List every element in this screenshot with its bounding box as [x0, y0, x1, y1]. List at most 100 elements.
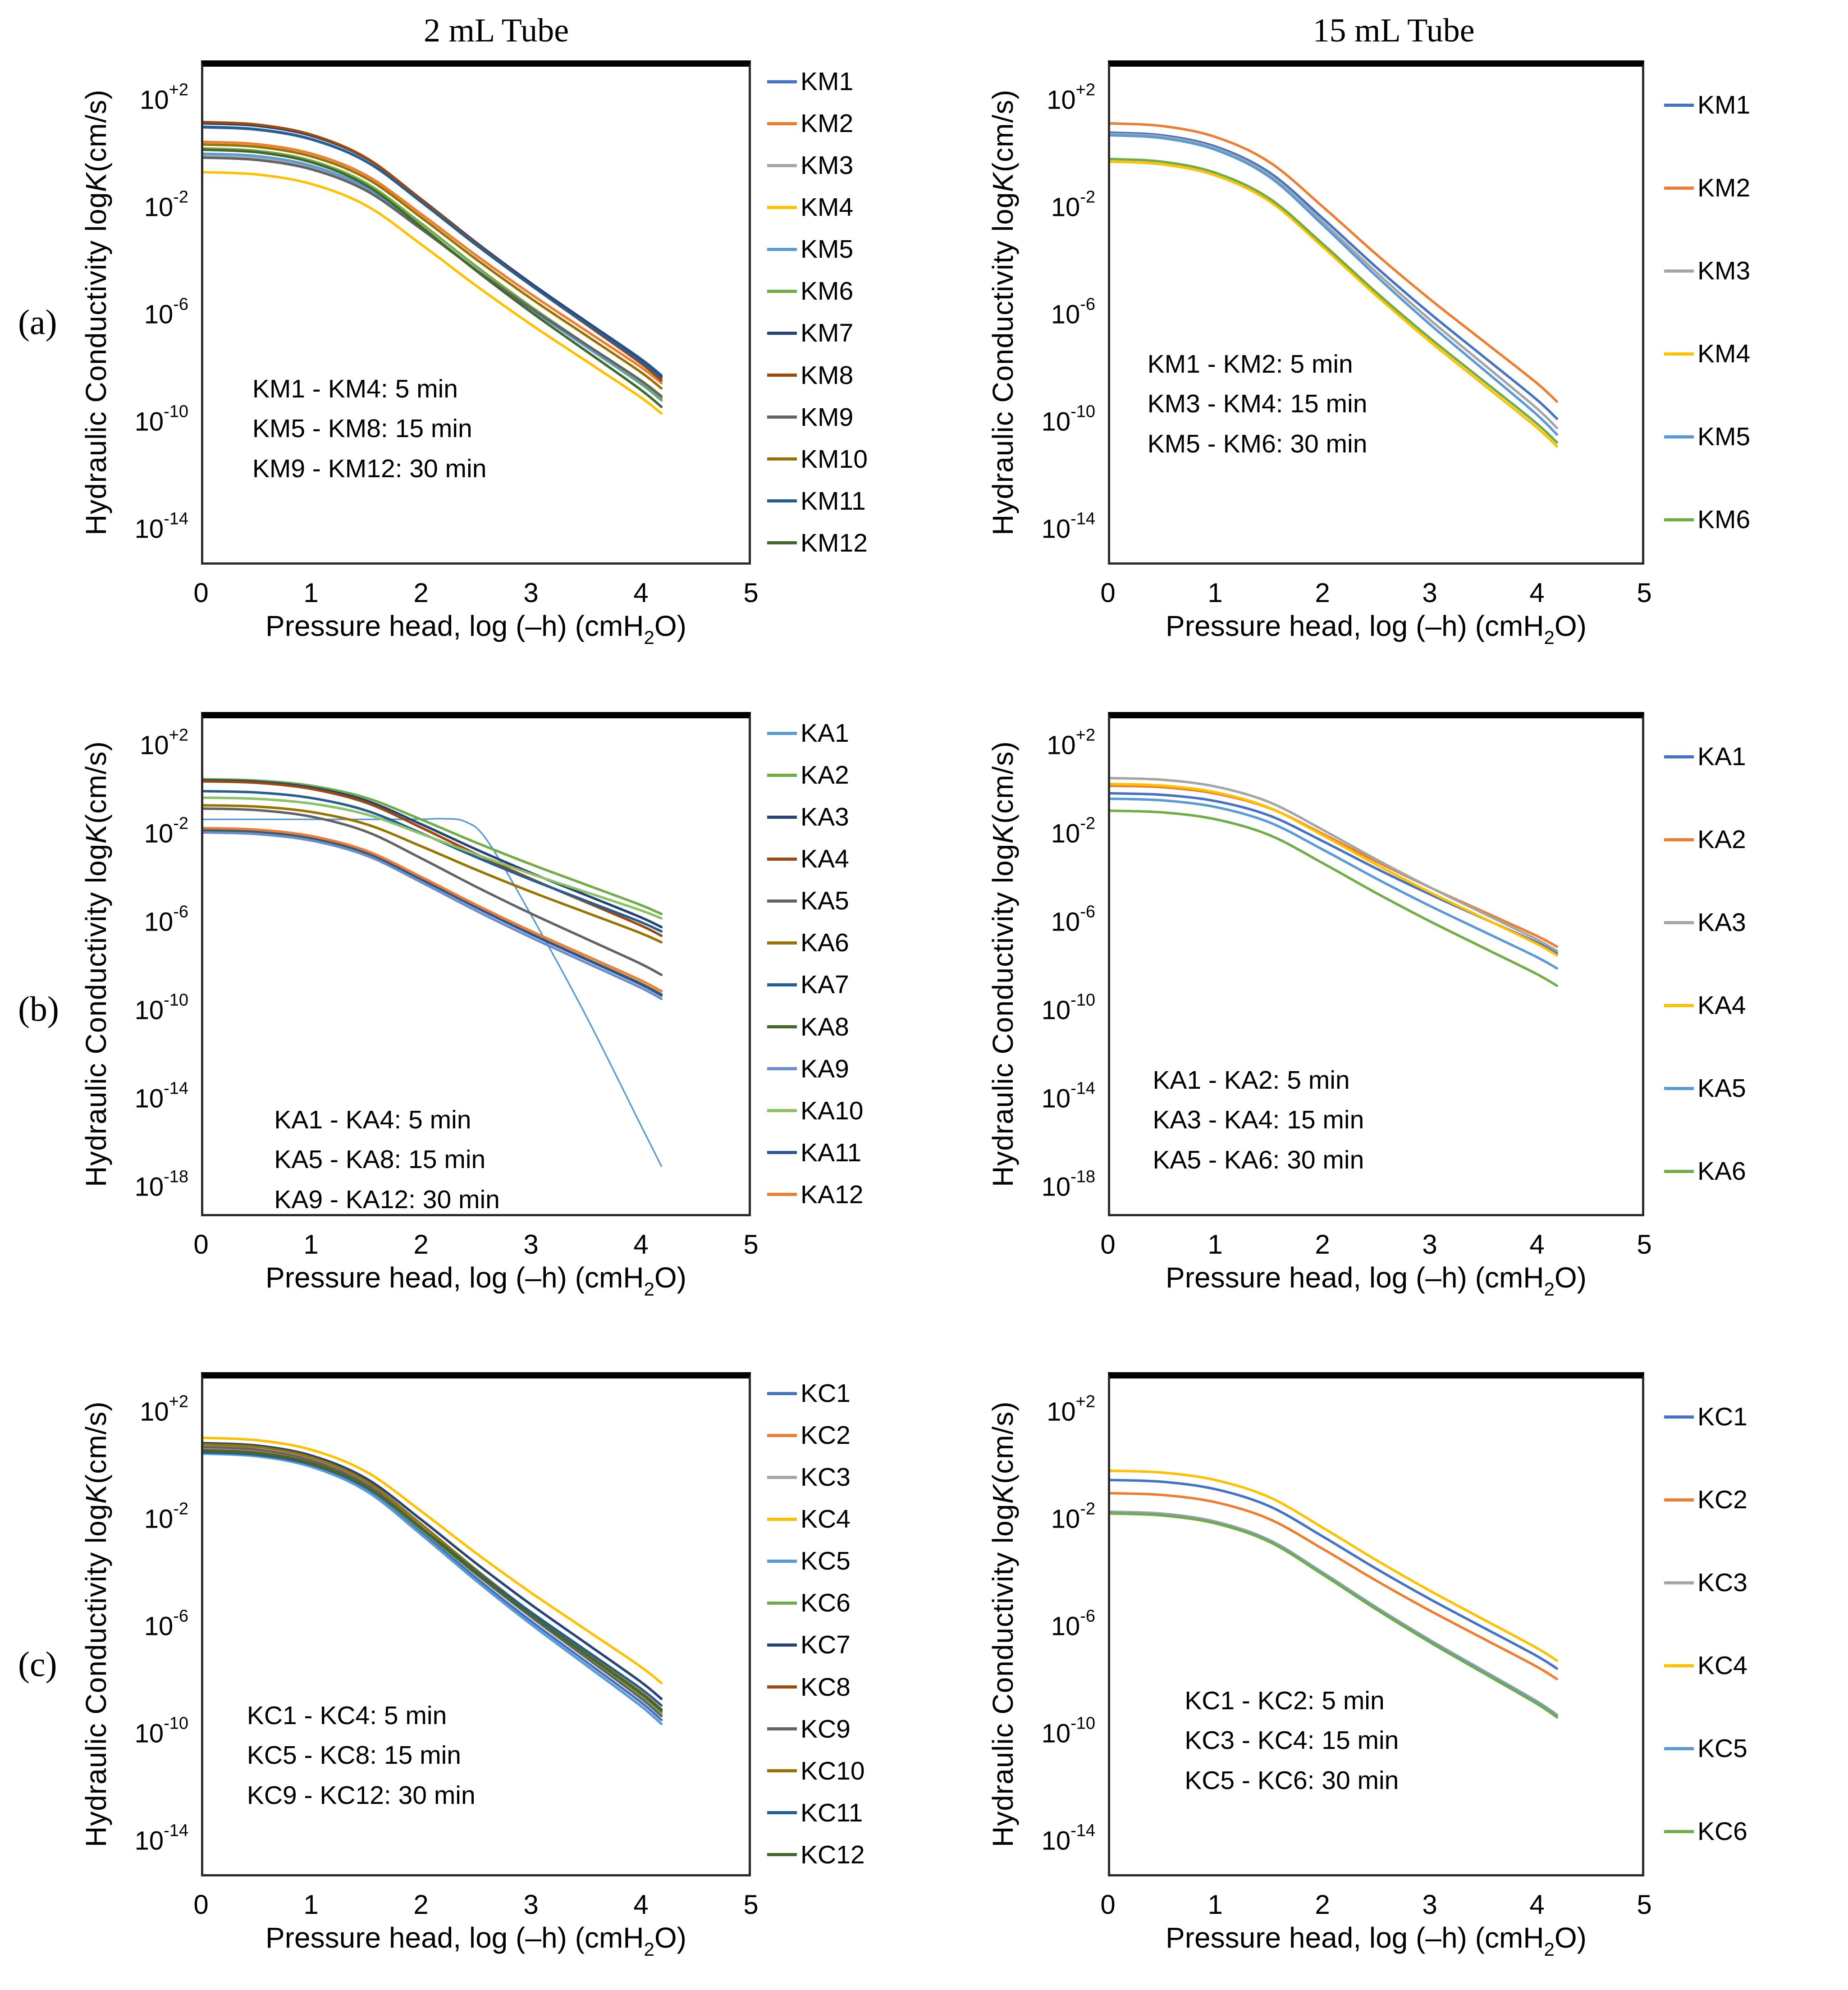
legend-item-KA5: KA5 [767, 886, 916, 916]
series-line-KM4 [1110, 160, 1558, 448]
y-axis-label-text: Hydraulic Conductivity log [80, 192, 112, 535]
y-axis-label-units: (cm/s) [80, 741, 112, 824]
y-axis-tick: 10+2 [140, 80, 188, 115]
x-axis-tick: 1 [303, 1229, 319, 1260]
legend-swatch-KM8 [767, 374, 797, 377]
annotation: KM1 - KM2: 5 min KM3 - KM4: 15 min KM5 -… [1148, 344, 1368, 464]
legend-item-KC11: KC11 [767, 1798, 916, 1828]
x-axis-tick: 0 [193, 1890, 209, 1920]
legend-label: KC3 [800, 1463, 851, 1492]
y-axis-tick: 10-18 [134, 1167, 188, 1202]
legend-swatch-KA1 [1664, 755, 1694, 758]
x-axis-tick: 3 [1422, 578, 1437, 608]
x-axis-tick: 0 [1100, 1229, 1116, 1260]
legend: KA1 KA2 KA3 KA4 KA5 KA6 KA7 KA8 KA9 KA10 KA11 KA12 [767, 712, 916, 1216]
plot-area: KM1 - KM2: 5 min KM3 - KM4: 15 min KM5 -… [1108, 60, 1644, 565]
y-axis-tick: 10+2 [140, 1392, 188, 1427]
annotation-line: KC1 - KC2: 5 min [1185, 1686, 1385, 1715]
legend-label: KA9 [800, 1054, 849, 1083]
plot-column: KC1 - KC4: 5 min KC5 - KC8: 15 min KC9 -… [193, 1372, 759, 1960]
legend-label: KC11 [800, 1798, 863, 1827]
legend-swatch-KA7 [767, 983, 797, 986]
series-plot [1110, 1470, 1558, 1719]
legend-swatch-KA10 [767, 1109, 797, 1113]
x-axis-label-text: Pressure head, log (–h) (cmH [265, 1261, 644, 1294]
legend-item-KC5: KC5 [767, 1546, 916, 1576]
x-axis-label-end: O) [1554, 1261, 1587, 1294]
legend-swatch-KC4 [1664, 1664, 1694, 1667]
annotation-line: KC5 - KC6: 30 min [1185, 1766, 1399, 1795]
legend-label: KM8 [800, 361, 854, 390]
y-axis-tick: 10-6 [144, 1607, 188, 1641]
legend-swatch-KM6 [1664, 518, 1694, 521]
series-line-KC4 [1110, 1470, 1558, 1662]
legend-item-KA5: KA5 [1664, 1073, 1804, 1103]
y-axis-label: Hydraulic Conductivity log K (cm/s) [983, 712, 1022, 1216]
x-axis-tick: 2 [1315, 1890, 1330, 1920]
series-plot [203, 1436, 663, 1725]
series-line-KA4 [203, 780, 663, 937]
y-axis-label-units: (cm/s) [987, 741, 1019, 824]
x-axis-tick: 0 [193, 1229, 209, 1260]
series-line-KM3 [203, 155, 663, 399]
legend-label: KM2 [1697, 173, 1751, 202]
legend-swatch-KA2 [767, 773, 797, 777]
x-axis-tick: 2 [413, 1890, 429, 1920]
y-axis-label: Hydraulic Conductivity log K (cm/s) [77, 1372, 115, 1876]
legend-item-KC5: KC5 [1664, 1734, 1804, 1763]
panel-label-b: (b) [18, 989, 59, 1028]
legend-label: KC8 [800, 1672, 851, 1702]
legend-swatch-KC1 [1664, 1415, 1694, 1419]
annotation-line: KM3 - KM4: 15 min [1147, 389, 1368, 419]
series-line-KM5 [203, 152, 663, 402]
legend-swatch-KM1 [1664, 103, 1694, 107]
legend-label: KC4 [1697, 1651, 1747, 1680]
legend-swatch-KC6 [1664, 1830, 1694, 1833]
annotation-line: KM1 - KM4: 5 min [252, 374, 458, 403]
legend-label: KM7 [800, 319, 854, 348]
y-axis-label-text: Hydraulic Conductivity log [80, 843, 112, 1187]
legend-swatch-KC12 [767, 1853, 797, 1857]
series-line-KM2 [203, 141, 663, 384]
legend-swatch-KM3 [767, 164, 797, 167]
series-line-KC5 [203, 1452, 663, 1725]
chart-kc-2ml: Hydraulic Conductivity log K (cm/s) 10+2… [77, 1372, 916, 1960]
x-axis-tick: 4 [633, 1229, 649, 1260]
y-axis-ticks: 10+2 10-2 10-6 10-10 10-14 [115, 1372, 201, 1876]
series-plot [203, 121, 663, 415]
legend-item-KA1: KA1 [1664, 742, 1804, 771]
legend-item-KC3: KC3 [1664, 1568, 1804, 1597]
legend-item-KC7: KC7 [767, 1630, 916, 1660]
legend-label: KM1 [800, 67, 854, 96]
y-axis-tick: 10-10 [1041, 402, 1095, 437]
x-axis-tick: 2 [1315, 1229, 1330, 1260]
y-axis-label-units: (cm/s) [987, 89, 1019, 172]
x-axis-tick: 4 [633, 1890, 649, 1920]
x-axis-tick: 1 [303, 1890, 319, 1920]
legend-swatch-KA1 [767, 731, 797, 735]
series-plot [1110, 122, 1558, 448]
x-axis-ticks: 0 1 2 3 4 5 [1100, 1876, 1651, 1920]
y-axis-label-text: Hydraulic Conductivity log [987, 1503, 1019, 1847]
legend-label: KC12 [800, 1840, 865, 1869]
plot-column: KA1 - KA4: 5 min KA5 - KA8: 15 min KA9 -… [193, 712, 759, 1300]
legend-label: KA11 [800, 1138, 862, 1167]
x-axis-label-end: O) [1554, 1922, 1587, 1954]
y-axis-tick: 10+2 [1047, 80, 1095, 115]
plot-area: KA1 - KA4: 5 min KA5 - KA8: 15 min KA9 -… [201, 712, 751, 1216]
legend-item-KC1: KC1 [1664, 1402, 1804, 1432]
x-axis-label-text: Pressure head, log (–h) (cmH [1166, 1922, 1544, 1954]
legend-label: KA6 [1697, 1157, 1746, 1186]
legend-label: KA1 [800, 719, 849, 748]
x-axis-label: Pressure head, log (–h) (cmH2O) [1108, 1261, 1644, 1300]
series-line-KM5 [1110, 134, 1558, 436]
legend-label: KM10 [800, 444, 868, 474]
chart-ka-15ml: Hydraulic Conductivity log K (cm/s) 10+2… [983, 712, 1804, 1300]
x-axis-tick: 5 [743, 578, 759, 608]
legend-item-KM4: KM4 [767, 192, 916, 222]
y-axis-label-k: K [987, 823, 1019, 844]
annotation-line: KA1 - KA4: 5 min [274, 1105, 471, 1134]
series-plot [203, 778, 663, 1167]
series-line-KA9 [203, 831, 663, 1000]
plot-column: KM1 - KM4: 5 min KM5 - KM8: 15 min KM9 -… [193, 60, 759, 648]
